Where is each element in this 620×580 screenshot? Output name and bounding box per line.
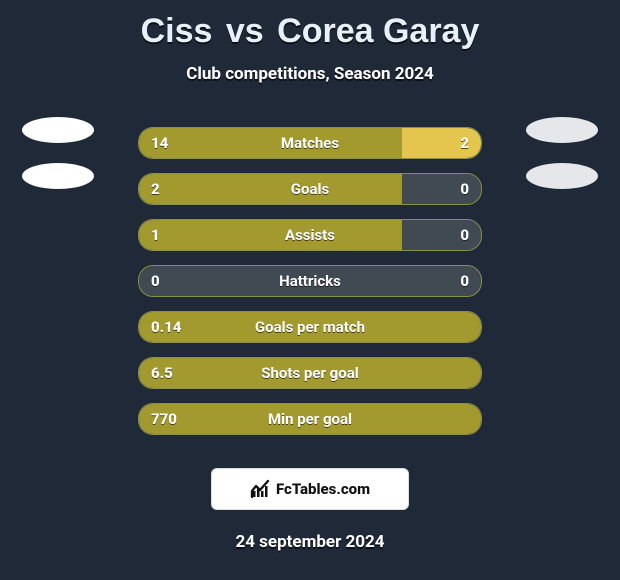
stat-row: 142Matches — [0, 120, 620, 166]
stat-label: Goals — [139, 174, 481, 204]
stat-bar: 20Goals — [139, 174, 481, 204]
date-label: 24 september 2024 — [0, 532, 620, 552]
stat-bar: 10Assists — [139, 220, 481, 250]
stat-label: Min per goal — [139, 404, 481, 434]
player-badge-left — [22, 163, 94, 189]
stat-bar: 770Min per goal — [139, 404, 481, 434]
stat-row: 20Goals — [0, 166, 620, 212]
stat-row: 10Assists — [0, 212, 620, 258]
stat-row: 00Hattricks — [0, 258, 620, 304]
player-badge-left — [22, 117, 94, 143]
player-badge-right — [526, 163, 598, 189]
brand-card[interactable]: FcTables.com — [211, 468, 409, 510]
stat-bar: 6.5Shots per goal — [139, 358, 481, 388]
stat-row: 6.5Shots per goal — [0, 350, 620, 396]
brand-label: FcTables.com — [276, 480, 370, 498]
stat-list: 142Matches 20Goals 10Assists 00Hattricks 0.1… — [0, 120, 620, 442]
stat-bar: 142Matches — [139, 128, 481, 158]
player-right-name: Corea Garay — [277, 12, 479, 50]
stat-row: 770Min per goal — [0, 396, 620, 442]
subtitle: Club competitions, Season 2024 — [0, 64, 620, 84]
player-badge-right — [526, 117, 598, 143]
stat-bar: 0.14Goals per match — [139, 312, 481, 342]
stat-label: Assists — [139, 220, 481, 250]
stat-bar: 00Hattricks — [139, 266, 481, 296]
stat-row: 0.14Goals per match — [0, 304, 620, 350]
stat-label: Goals per match — [139, 312, 481, 342]
player-left-name: Ciss — [141, 12, 213, 50]
stat-label: Hattricks — [139, 266, 481, 296]
brand-chart-icon — [250, 479, 270, 499]
vs-label: vs — [222, 12, 268, 50]
page-title: Ciss vs Corea Garay — [0, 0, 620, 48]
stat-label: Shots per goal — [139, 358, 481, 388]
stat-label: Matches — [139, 128, 481, 158]
